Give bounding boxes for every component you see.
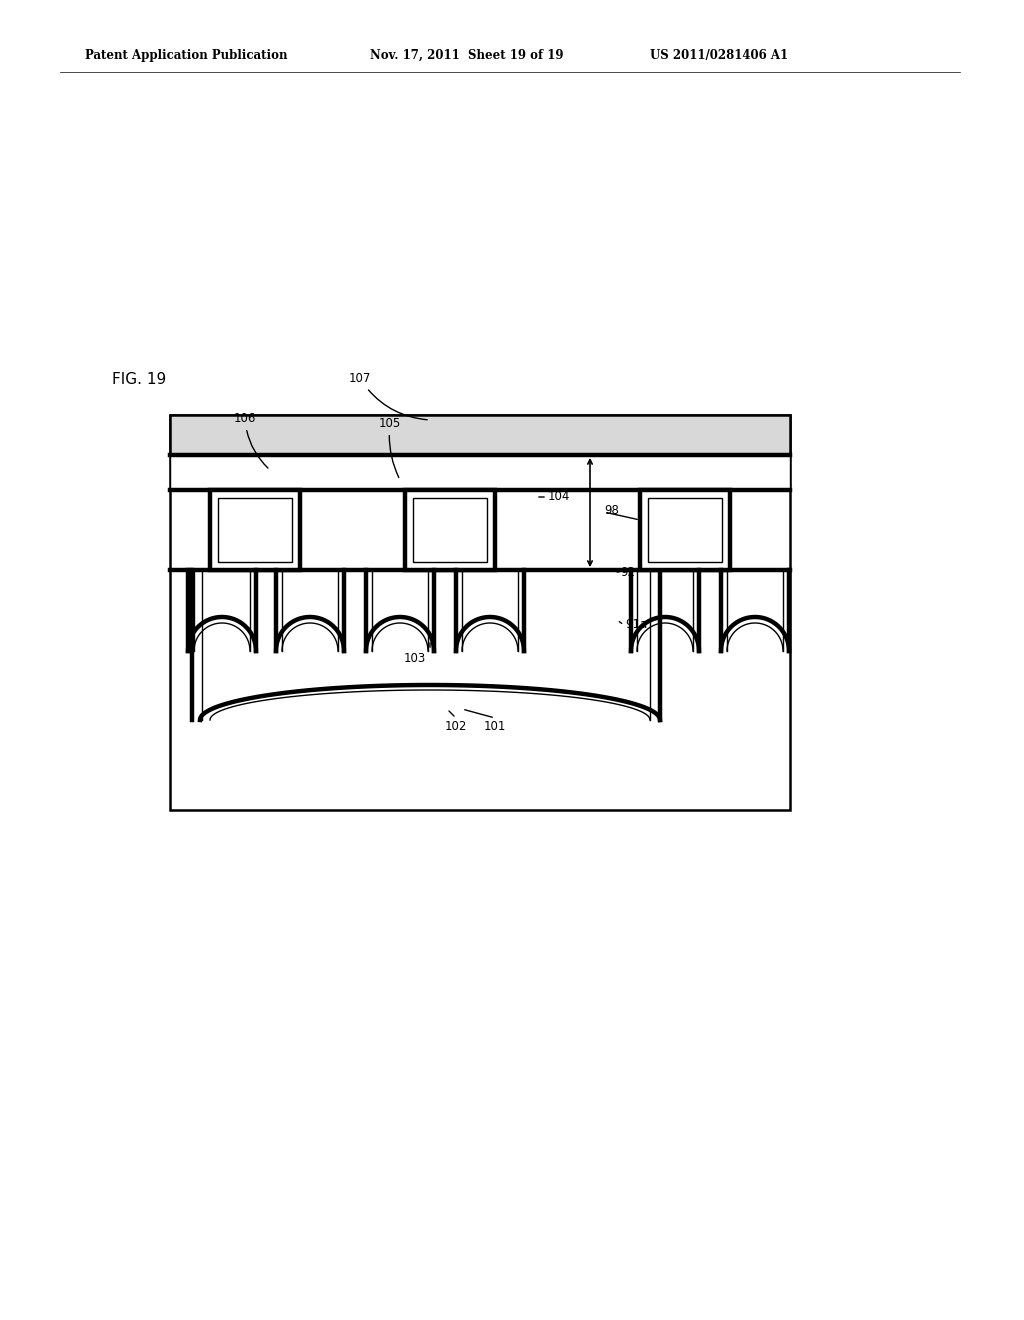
Text: Nov. 17, 2011  Sheet 19 of 19: Nov. 17, 2011 Sheet 19 of 19 <box>370 49 563 62</box>
Bar <box>413 498 487 562</box>
Text: Patent Application Publication: Patent Application Publication <box>85 49 288 62</box>
Bar <box>406 490 495 570</box>
Bar <box>170 414 790 810</box>
Text: 105: 105 <box>379 417 401 478</box>
Text: US 2011/0281406 A1: US 2011/0281406 A1 <box>650 49 788 62</box>
Bar <box>218 498 292 562</box>
Text: 91a: 91a <box>625 619 647 631</box>
Bar <box>640 490 730 570</box>
Text: 101: 101 <box>483 719 506 733</box>
Text: 104: 104 <box>548 491 570 503</box>
Text: 98: 98 <box>604 503 618 516</box>
Text: FIG. 19: FIG. 19 <box>112 372 166 388</box>
Bar <box>170 414 790 455</box>
Bar <box>648 498 722 562</box>
Text: 103: 103 <box>403 652 426 665</box>
Text: 106: 106 <box>233 412 268 469</box>
Bar <box>170 455 790 490</box>
Text: 107: 107 <box>349 372 427 420</box>
Text: 92: 92 <box>620 565 635 578</box>
Bar <box>210 490 300 570</box>
Text: 102: 102 <box>444 719 467 733</box>
